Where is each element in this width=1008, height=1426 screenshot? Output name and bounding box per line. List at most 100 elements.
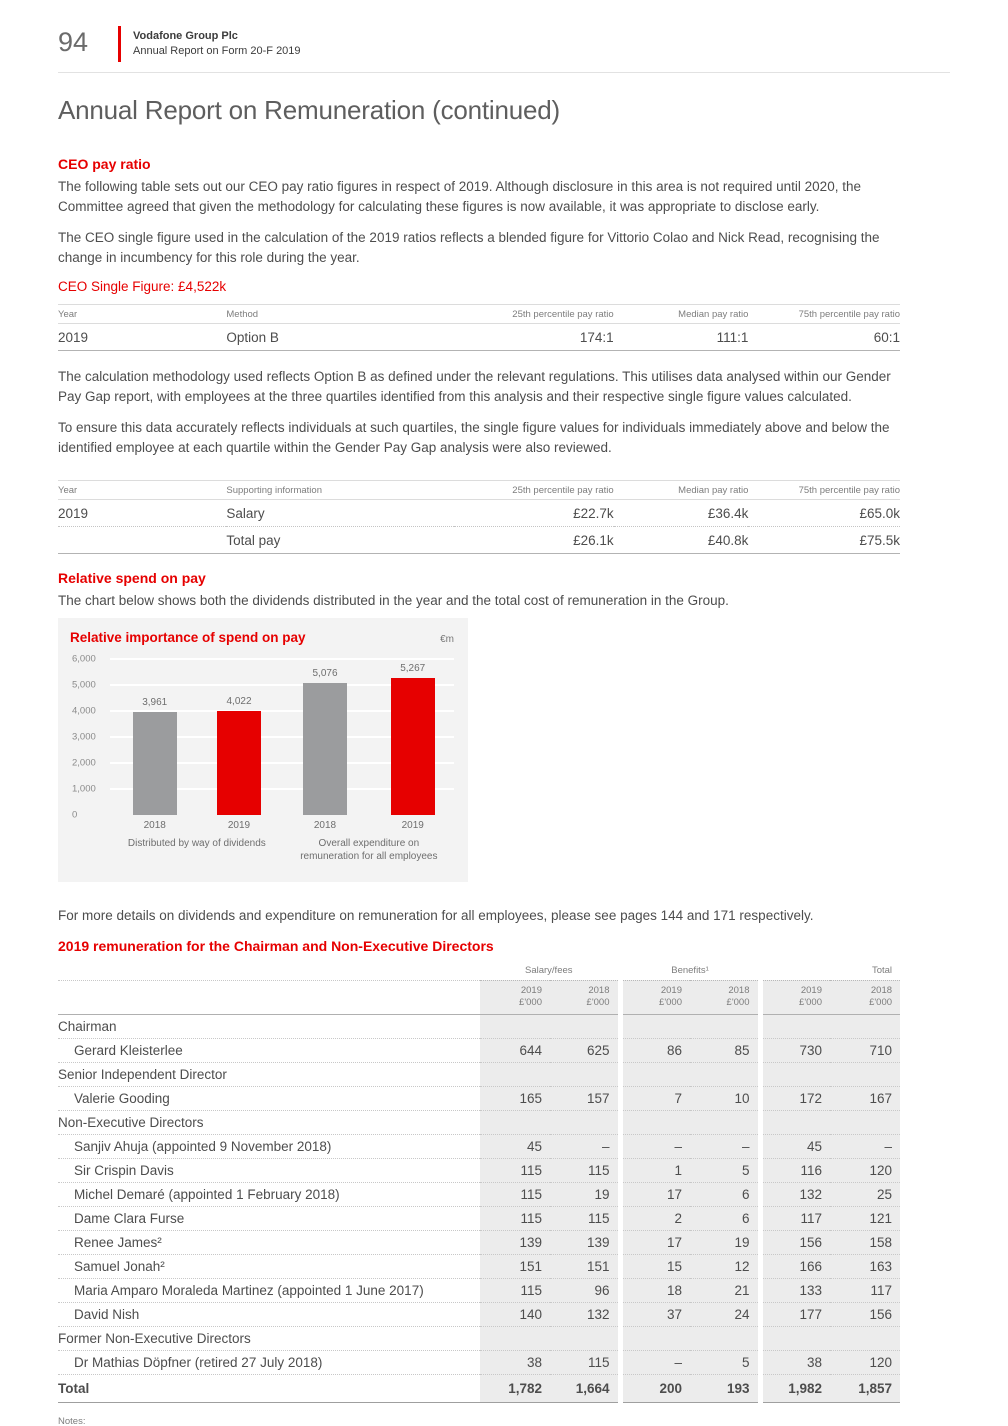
group-header-total: Total: [760, 961, 901, 981]
col-header-25th: 25th percentile pay ratio: [453, 304, 614, 325]
value-cell: [550, 1110, 623, 1136]
table-row: Maria Amparo Moraleda Martinez (appointe…: [58, 1278, 901, 1304]
group-header-benefits: Benefits¹: [620, 961, 763, 981]
ceo-pay-ratio-section: CEO pay ratio The following table sets o…: [58, 156, 950, 554]
value-cell: 21: [690, 1278, 763, 1304]
ceo-pay-ratio-paragraph-2: The CEO single figure used in the calcul…: [58, 230, 880, 265]
notes: Notes: 1 We have been advised that for N…: [58, 1415, 950, 1426]
page-header: 94 Vodafone Group Plc Annual Report on F…: [58, 26, 950, 73]
value-cell: 121: [830, 1206, 901, 1232]
ceo-pay-ratio-paragraph-3: The calculation methodology used reflect…: [58, 369, 891, 404]
year-header: 2018 £'000: [830, 980, 901, 1016]
value-cell: [690, 1062, 763, 1088]
value-cell: [760, 1110, 830, 1136]
value-cell: 115: [550, 1206, 623, 1232]
col-header-median: Median pay ratio: [613, 304, 749, 325]
value-cell: 6: [690, 1206, 763, 1232]
value-cell: [550, 1062, 623, 1088]
value-cell: 117: [760, 1206, 830, 1232]
remuneration-table-body: Chairman Gerard Kleisterlee 644 625 86 85 730 7…: [58, 1014, 901, 1404]
header-red-rule: [118, 26, 121, 62]
value-cell: 156: [760, 1230, 830, 1256]
row-label: Chairman: [58, 1014, 480, 1040]
chart-x-tick-label: 2018: [143, 820, 166, 832]
value-cell: –: [690, 1134, 763, 1160]
col-header-75th: 75th percentile pay ratio: [748, 304, 900, 325]
value-cell: [690, 1326, 763, 1352]
chart-y-tick-label: 5,000: [72, 679, 96, 691]
chart-y-tick-label: 1,000: [72, 783, 96, 795]
value-cell: 96: [550, 1278, 623, 1304]
company-name: Vodafone Group Plc: [133, 30, 238, 42]
value-cell: [830, 1014, 901, 1040]
value-cell: [480, 1110, 550, 1136]
page-title: Annual Report on Remuneration (continued…: [58, 95, 560, 125]
value-cell: 644: [480, 1038, 550, 1064]
value-cell: 6: [690, 1182, 763, 1208]
chart-y-axis: 0 1,000 2,000 3,000 4,000 5,000 6,000: [70, 654, 110, 821]
row-label: Michel Demaré (appointed 1 February 2018…: [58, 1182, 480, 1208]
value-cell: 25: [830, 1182, 901, 1208]
row-label: Senior Independent Director: [58, 1062, 480, 1088]
table-row: Sir Crispin Davis 115 115 1 5 116 120: [58, 1158, 901, 1184]
ceo-pay-ratio-paragraph-1: The following table sets out our CEO pay…: [58, 179, 861, 214]
value-cell: 38: [760, 1350, 830, 1376]
chart-gridline: [110, 762, 454, 765]
header-text: Vodafone Group Plc Annual Report on Form…: [133, 26, 301, 60]
cell-median: £36.4k: [613, 499, 749, 527]
value-cell: [760, 1014, 830, 1040]
value-cell: 12: [690, 1254, 763, 1280]
year-header: 2019 £'000: [480, 980, 550, 1016]
value-cell: 115: [480, 1182, 550, 1208]
value-cell: –: [620, 1350, 690, 1376]
value-cell: 151: [480, 1254, 550, 1280]
value-cell: –: [620, 1134, 690, 1160]
table-section-row: Former Non-Executive Directors: [58, 1326, 901, 1352]
value-cell: 139: [480, 1230, 550, 1256]
value-cell: –: [830, 1134, 901, 1160]
row-label: David Nish: [58, 1302, 480, 1328]
chart-y-tick-label: 4,000: [72, 705, 96, 717]
value-cell: 140: [480, 1302, 550, 1328]
cell-75th: 60:1: [748, 323, 900, 352]
table-row: Michel Demaré (appointed 1 February 2018…: [58, 1182, 901, 1208]
ceo-pay-ratio-paragraph-4: To ensure this data accurately reflects …: [58, 420, 890, 455]
col-header-median: Median pay ratio: [613, 479, 749, 500]
value-cell: [480, 1326, 550, 1352]
value-cell: 120: [830, 1350, 901, 1376]
value-cell: [830, 1062, 901, 1088]
chart-y-tick-label: 6,000: [72, 653, 96, 665]
remuneration-heading: 2019 remuneration for the Chairman and N…: [58, 937, 494, 954]
value-cell: 115: [480, 1158, 550, 1184]
chart-gridline: [110, 710, 454, 713]
value-cell: 172: [760, 1086, 830, 1112]
value-cell: [480, 1062, 550, 1088]
table-header-row: Year Supporting information 25th percent…: [58, 479, 900, 500]
col-header-25th: 25th percentile pay ratio: [453, 479, 614, 500]
table-row: Renee James² 139 139 17 19 156 158: [58, 1230, 901, 1256]
remuneration-section: 2019 remuneration for the Chairman and N…: [58, 938, 950, 1426]
year-header-row: 2019 £'000 2018 £'000 2019 £'000 2018 £'000 …: [58, 980, 901, 1016]
value-cell: 133: [760, 1278, 830, 1304]
col-header-method: Method: [226, 304, 454, 325]
remuneration-table: Salary/fees Benefits¹ Total 2019 £'000 20…: [58, 961, 901, 1404]
chart-gridline: [110, 658, 454, 661]
value-cell: 1,782: [480, 1374, 550, 1404]
notes-heading: Notes:: [58, 1416, 86, 1426]
value-cell: 85: [690, 1038, 763, 1064]
value-cell: 2: [620, 1206, 690, 1232]
year-header: 2019 £'000: [620, 980, 690, 1016]
table-section-row: Non-Executive Directors: [58, 1110, 901, 1136]
cell-year: 2019: [58, 323, 227, 352]
value-cell: 10: [690, 1086, 763, 1112]
col-header-75th: 75th percentile pay ratio: [748, 479, 900, 500]
value-cell: –: [550, 1134, 623, 1160]
chart-plot: 3,961 4,022 5,076 5,267: [110, 658, 454, 816]
chart-x-tick-label: 2019: [227, 820, 251, 832]
value-cell: 45: [760, 1134, 830, 1160]
year-header: 2018 £'000: [550, 980, 623, 1016]
report-title: Annual Report on Form 20-F 2019: [133, 45, 301, 58]
relative-spend-section: Relative spend on pay The chart below sh…: [58, 570, 950, 926]
cell-25th: £22.7k: [453, 499, 614, 527]
value-cell: [690, 1110, 763, 1136]
